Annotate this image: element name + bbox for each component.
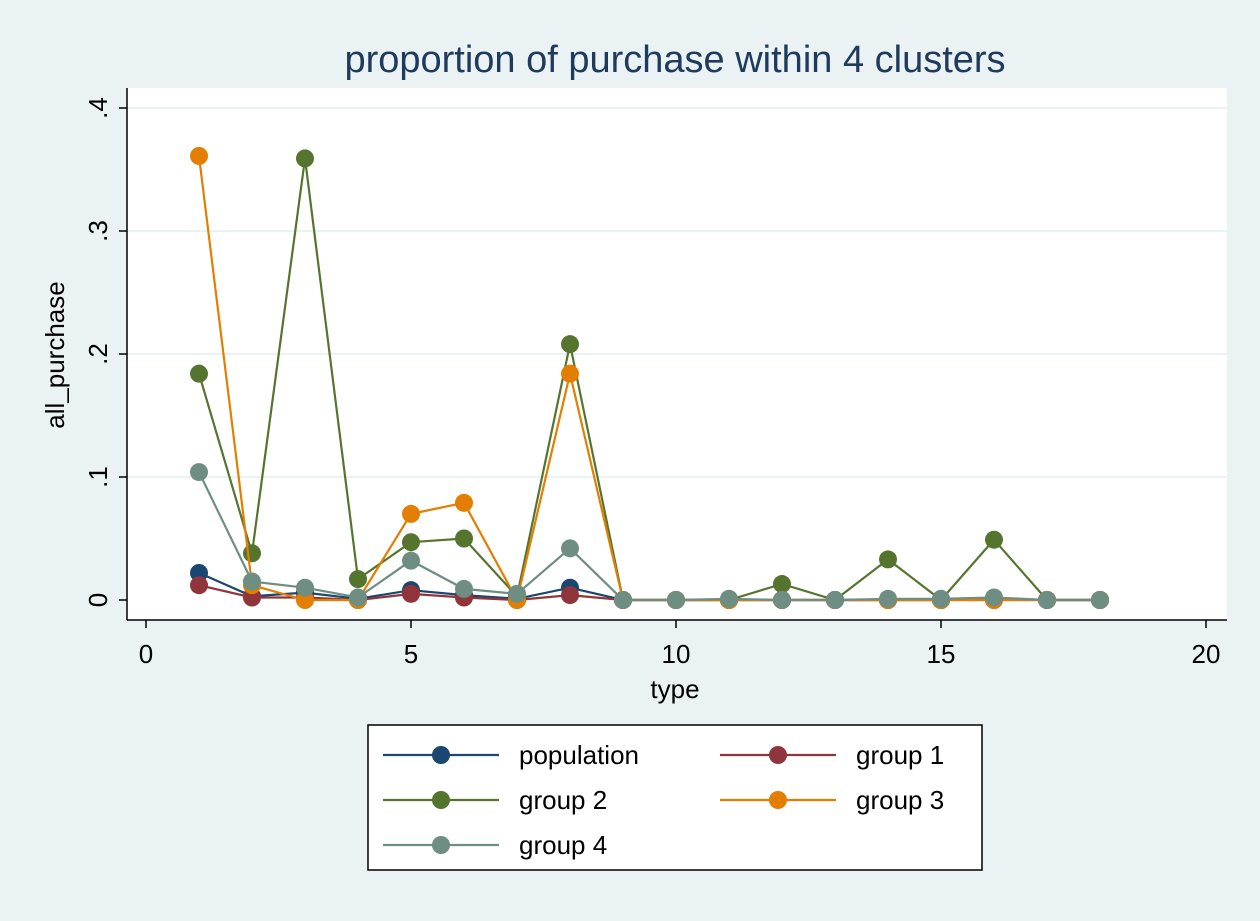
data-point: [190, 576, 208, 595]
x-tick-label: 20: [1192, 639, 1221, 669]
data-point: [402, 533, 420, 552]
data-point: [455, 493, 473, 512]
legend: population group 1 group 2 group 3 group 4: [367, 724, 983, 871]
legend-item: group 3: [720, 785, 944, 815]
legend-marker: [432, 746, 450, 764]
data-point: [826, 591, 844, 609]
gridlines: [127, 107, 1227, 478]
legend-marker: [769, 746, 787, 764]
data-point: [190, 146, 208, 165]
data-point: [667, 591, 685, 609]
y-tick-label: 0: [83, 593, 113, 607]
y-axis-label: all_purchase: [40, 281, 70, 428]
data-point: [773, 591, 791, 609]
y-tick-label: .1: [83, 466, 113, 488]
data-point: [190, 463, 208, 482]
data-point: [349, 588, 367, 607]
data-point: [296, 591, 314, 609]
data-point: [561, 539, 579, 558]
data-point: [879, 589, 897, 608]
y-tick-label: .2: [83, 343, 113, 365]
data-point: [243, 588, 261, 607]
legend-label: population: [519, 740, 639, 770]
y-tick-label: .4: [83, 97, 113, 119]
data-point: [932, 589, 950, 608]
x-tick-label: 10: [662, 639, 691, 669]
x-tick-label: 0: [139, 639, 153, 669]
x-tick-label: 5: [404, 639, 418, 669]
legend-marker: [769, 791, 787, 809]
data-point: [296, 578, 314, 597]
legend-marker: [432, 836, 450, 854]
data-point: [773, 575, 791, 594]
data-point: [402, 551, 420, 570]
data-point: [402, 504, 420, 523]
data-point: [243, 544, 261, 563]
data-point: [985, 588, 1003, 607]
legend-label: group 4: [519, 830, 607, 860]
legend-item: group 2: [383, 785, 607, 815]
data-point: [561, 586, 579, 605]
data-point: [720, 589, 738, 608]
x-axis-label: type: [650, 674, 699, 704]
data-point: [402, 584, 420, 603]
data-point: [1038, 591, 1056, 609]
legend-item: population: [383, 740, 639, 770]
legend-item: group 1: [720, 740, 944, 770]
legend-label: group 1: [856, 740, 944, 770]
chart-title: proportion of purchase within 4 clusters: [344, 39, 1005, 81]
data-point: [561, 364, 579, 383]
data-point: [614, 591, 632, 609]
legend-marker: [432, 791, 450, 809]
data-point: [508, 584, 526, 603]
data-point: [190, 364, 208, 383]
data-point: [561, 335, 579, 354]
data-point: [243, 572, 261, 591]
data-point: [985, 530, 1003, 549]
data-point: [455, 529, 473, 548]
y-tick-label: .3: [83, 220, 113, 242]
data-point: [349, 570, 367, 589]
data-point: [879, 550, 897, 569]
legend-item: group 4: [383, 830, 607, 860]
series-group-4: [190, 463, 1109, 609]
data-point: [190, 563, 208, 582]
legend-label: group 3: [856, 785, 944, 815]
data-point: [1091, 591, 1109, 609]
legend-label: group 2: [519, 785, 607, 815]
series-group: [190, 146, 1109, 609]
data-point: [296, 149, 314, 168]
legend-items: population group 1 group 2 group 3 group 4: [383, 740, 944, 860]
x-tick-label: 15: [927, 639, 956, 669]
data-point: [455, 579, 473, 598]
axes: 0 .1 .2 .3 .4 0 5 10 15 20: [83, 97, 1220, 669]
